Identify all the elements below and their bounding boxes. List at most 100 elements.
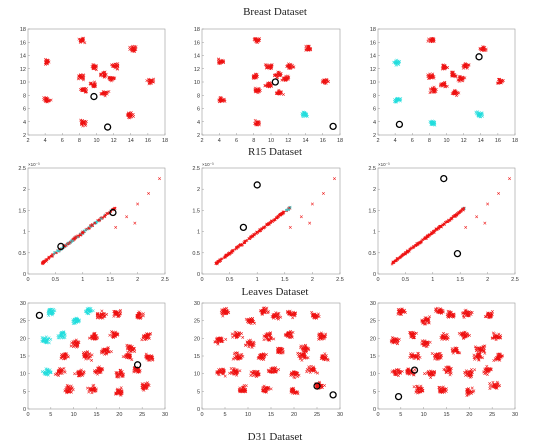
data-point [118,368,122,372]
data-point [263,83,267,87]
data-point [148,78,152,82]
data-point [326,358,330,362]
data-point [89,81,93,85]
data-point [475,112,478,116]
data-point [218,96,222,99]
data-point [475,353,479,357]
data-point [144,337,148,341]
data-point [115,310,119,314]
data-point [129,114,133,118]
data-point [434,354,438,358]
data-point [240,389,244,393]
data-point [104,351,108,355]
data-point [413,368,417,372]
x-tick-label: 2 [311,277,314,283]
data-point [412,385,416,389]
centroid-marker [395,120,404,129]
data-point [481,346,485,350]
data-point [119,386,123,390]
data-point [44,97,48,101]
data-point [255,74,259,78]
data-point [264,307,268,311]
data-point [441,223,444,227]
data-point [315,385,319,389]
data-point [146,333,150,337]
data-point [244,389,248,393]
data-point [442,83,446,87]
data-point [497,79,501,83]
data-point [241,243,244,246]
data-point [276,312,280,316]
data-point [108,333,112,337]
centroid-marker [103,123,112,131]
data-point [278,90,282,94]
data-point [429,74,433,78]
data-point [219,96,223,100]
data-point [260,227,264,230]
data-point [409,335,413,339]
data-point [396,62,400,66]
data-point [398,59,402,63]
data-point [438,386,442,390]
data-point [303,354,306,358]
data-point [63,333,67,337]
data-point [314,370,318,374]
data-point [85,350,89,354]
data-point [469,392,473,396]
data-point [244,343,248,347]
x-tick-label: 15 [443,412,449,418]
data-point [431,87,435,91]
data-point [272,219,275,223]
data-point [481,114,485,118]
data-point [322,79,326,83]
data-point [322,333,326,337]
plot-frame [201,302,341,410]
data-point [431,37,435,41]
data-point [482,370,486,374]
data-point [320,337,324,341]
y-tick-label: 2.5 [18,166,26,172]
data-point [425,371,429,375]
data-point [407,372,411,376]
data-point [118,308,122,312]
data-point [265,387,269,391]
data-point [398,98,402,102]
data-point [424,340,428,344]
x-tick-label: 18 [162,138,168,144]
data-point [264,389,268,393]
data-point [217,58,221,62]
data-point [152,77,156,81]
data-point [112,77,116,81]
data-point [454,213,458,217]
data-point [81,119,85,123]
data-point [291,65,295,69]
data-point [470,310,474,314]
x-tick-label: 20 [116,412,122,418]
data-point [268,65,272,69]
data-point [88,307,92,311]
x-tick-label: 25 [139,412,145,418]
data-point [448,373,452,377]
data-point [456,350,460,354]
data-point [272,337,276,341]
data-point [426,234,429,237]
data-point [434,307,438,311]
data-point [245,238,249,242]
y-tick-label: 18 [194,27,200,33]
plot-frame [377,28,516,136]
data-point [458,351,462,355]
data-point [437,390,441,394]
data-point [430,121,434,125]
data-point [115,372,119,376]
data-point [110,76,114,80]
x-tick-label: 2.5 [336,277,344,283]
data-point [144,382,148,386]
data-point [77,371,81,375]
x-tick-label: 30 [512,412,518,418]
data-point [285,65,289,69]
data-point [307,44,311,48]
data-point [253,86,257,90]
data-point [111,336,115,340]
data-point [90,336,94,340]
data-point [473,345,477,349]
